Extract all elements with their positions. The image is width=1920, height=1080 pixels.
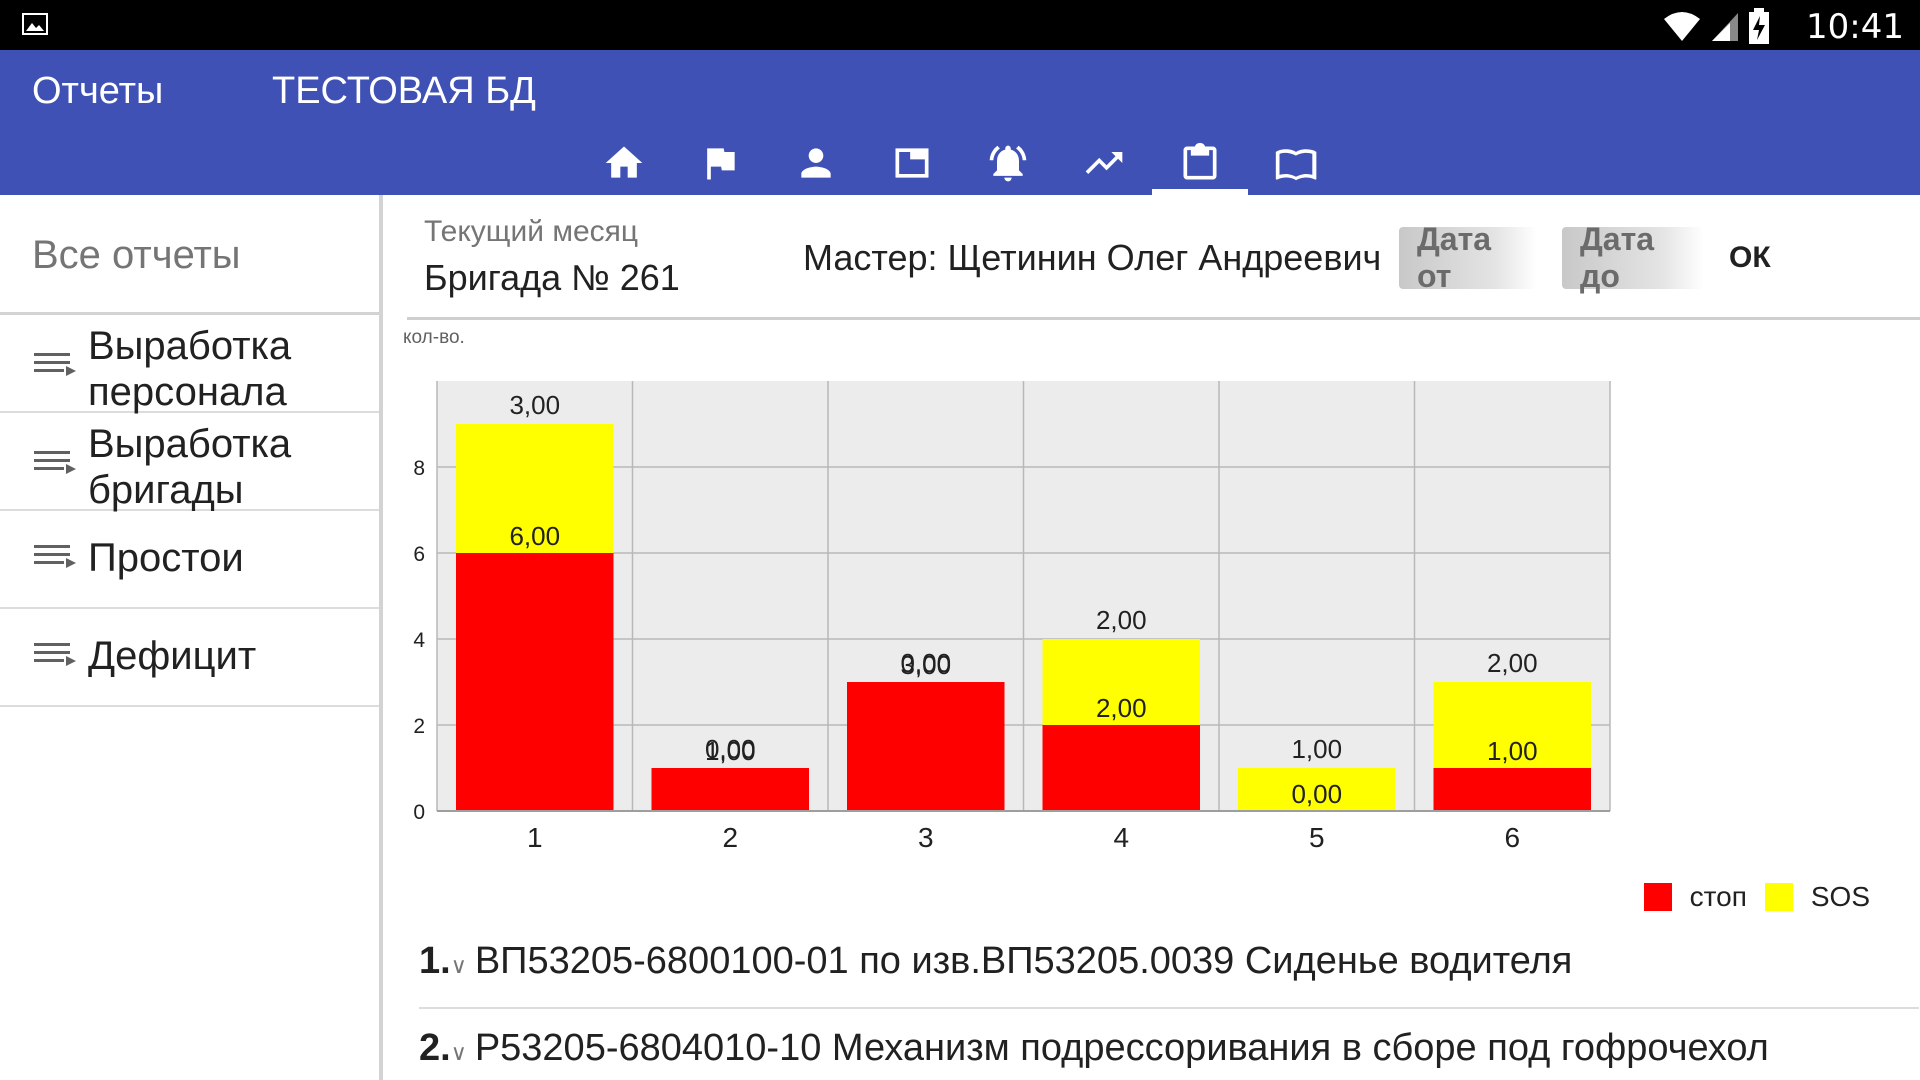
sidebar-item-label: Выработка бригады: [88, 422, 292, 512]
data-label-stop: 1,00: [705, 736, 756, 766]
x-tick-label: 5: [1309, 822, 1325, 853]
list-item-number: 2.: [419, 1027, 451, 1069]
sidebar-item-deficit[interactable]: Дефицит: [0, 609, 379, 707]
gallery-notification-icon: [22, 13, 48, 35]
report-content: Текущий месяц Бригада № 261 Мастер: Щети…: [387, 195, 1920, 1080]
tab-window[interactable]: [864, 130, 960, 195]
chevron-down-icon[interactable]: ∨: [450, 1040, 467, 1065]
chevron-down-icon[interactable]: ∨: [450, 953, 467, 978]
brigade-title: Бригада № 261: [424, 257, 680, 298]
legend-swatch-stop: [1643, 883, 1672, 911]
chart-legend: стоп SOS: [1643, 881, 1870, 913]
alarm-icon: [989, 145, 1027, 181]
data-label-sos: 0,00: [705, 734, 756, 764]
tab-bar: [0, 130, 1920, 195]
list-item-text: Р53205-6804010-10 Механизм подрессориван…: [474, 1027, 1769, 1069]
list-icon: [34, 545, 76, 568]
date-from-button[interactable]: Дата от: [1399, 221, 1537, 294]
chart-canvas: кол-во.024686,003,0011,000,0023,000,0032…: [403, 327, 1611, 853]
sidebar-item-label: Простои: [88, 536, 244, 580]
x-tick-label: 1: [527, 822, 543, 853]
book-icon: [1275, 148, 1317, 180]
ok-button[interactable]: ОК: [1729, 241, 1771, 274]
bar-stop-6: [1433, 768, 1591, 811]
data-label-sos: 2,00: [1096, 605, 1147, 635]
data-label-stop: 6,00: [509, 521, 560, 551]
bar-stop-1: [456, 553, 614, 811]
y-axis-label: кол-во.: [403, 327, 465, 348]
y-tick-label: 4: [413, 629, 425, 652]
y-tick-label: 2: [413, 715, 425, 738]
data-label-sos: 3,00: [509, 390, 560, 420]
y-tick-label: 0: [413, 801, 425, 824]
legend-swatch-sos: [1764, 883, 1793, 911]
x-tick-label: 4: [1113, 822, 1129, 853]
data-label-stop: 1,00: [1487, 736, 1538, 766]
section-title: Отчеты: [32, 70, 164, 112]
all-reports-button[interactable]: Все отчеты: [0, 195, 379, 315]
system-icons: [1662, 8, 1770, 44]
flag-icon: [707, 147, 735, 179]
trending-up-icon: [1085, 151, 1123, 174]
signal-icon: [1712, 13, 1738, 41]
home-icon: [605, 146, 643, 178]
data-label-sos: 0,00: [900, 648, 951, 678]
x-tick-label: 6: [1504, 822, 1520, 853]
sidebar-item-downtime[interactable]: Простои: [0, 511, 379, 609]
clipboard-icon: [1183, 142, 1217, 179]
bar-sos-1: [456, 424, 614, 553]
sidebar-item-brigade-output[interactable]: Выработка бригады: [0, 413, 379, 512]
data-label-stop: 2,00: [1096, 693, 1147, 723]
list-item-text: ВП53205-6800100-01 по изв.ВП53205.0039 С…: [474, 940, 1573, 982]
x-tick-label: 2: [722, 822, 738, 853]
person-icon: [801, 147, 831, 178]
divider: [419, 1007, 1919, 1009]
list-icon: [34, 643, 76, 666]
tab-alarm[interactable]: [960, 130, 1056, 195]
legend-label-sos: SOS: [1810, 881, 1870, 912]
stacked-bar-chart: кол-во. 0 2 4 6 8 6,00 3,00 1 1,00 0,00 2 3,00 0,00 3 2…: [387, 325, 1920, 925]
window-icon: [895, 147, 929, 178]
bar-stop-2: [651, 768, 809, 811]
bar-stop-3: [847, 682, 1005, 811]
data-label-stop: 0,00: [1291, 779, 1342, 809]
sidebar-item-staff-output[interactable]: Выработка персонала: [0, 315, 379, 414]
tab-book[interactable]: [1248, 130, 1344, 195]
list-item-number: 1.: [419, 940, 451, 982]
sidebar-item-label: Выработка персонала: [88, 324, 292, 414]
list-icon: [34, 353, 76, 376]
y-tick-label: 6: [413, 543, 425, 566]
divider: [407, 317, 1920, 320]
master-name: Мастер: Щетинин Олег Андреевич: [803, 237, 1382, 278]
data-label-stop: 3,00: [900, 650, 951, 680]
wifi-icon: [1664, 12, 1700, 41]
list-icon: [34, 451, 76, 474]
bar-sos-4: [1042, 639, 1200, 725]
bar-stop-4: [1042, 725, 1200, 811]
tab-trends[interactable]: [1056, 130, 1152, 195]
x-tick-label: 3: [918, 822, 934, 853]
data-label-sos: 1,00: [1291, 734, 1342, 764]
y-tick-label: 8: [413, 457, 425, 480]
database-name: ТЕСТОВАЯ БД: [272, 70, 536, 112]
sidebar: Все отчеты Выработка персонала Выработка…: [0, 195, 383, 1080]
list-item[interactable]: 2.∨ Р53205-6804010-10 Механизм подрессори…: [419, 1027, 1919, 1070]
bar-sos-6: [1433, 682, 1591, 768]
date-to-button[interactable]: Дата до: [1562, 221, 1704, 294]
bar-sos-5: [1238, 768, 1396, 811]
list-item[interactable]: 1.∨ ВП53205-6800100-01 по изв.ВП53205.003…: [419, 940, 1919, 983]
status-bar: 10:41: [0, 0, 1920, 50]
tab-person[interactable]: [768, 130, 864, 195]
app-bar: Отчеты ТЕСТОВАЯ БД: [0, 50, 1920, 195]
sidebar-item-label: Дефицит: [88, 634, 257, 678]
data-label-sos: 2,00: [1487, 648, 1538, 678]
battery-charging-icon: [1749, 8, 1769, 44]
period-label: Текущий месяц: [424, 215, 639, 248]
legend-label-stop: стоп: [1689, 881, 1747, 912]
tab-home[interactable]: [576, 130, 672, 195]
tab-flag[interactable]: [672, 130, 768, 195]
clock: 10:41: [1806, 7, 1904, 47]
tab-reports[interactable]: [1152, 130, 1248, 195]
